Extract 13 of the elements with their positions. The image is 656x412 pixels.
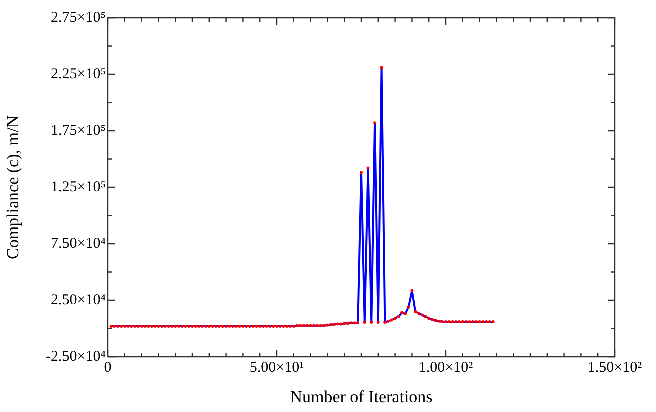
y-tick-label: 2.50×10⁴ (51, 292, 106, 308)
y-tick-label: 2.75×10⁵ (51, 10, 106, 26)
x-tick-label: 1.50×10² (588, 360, 643, 376)
y-tick-label: 7.50×10⁴ (51, 236, 106, 252)
y-axis-title: Compliance (c), m/N (4, 116, 23, 260)
y-tick-label: 1.75×10⁵ (51, 122, 106, 139)
x-axis-title: Number of Iterations (290, 387, 433, 406)
x-tick-label: 0 (104, 360, 112, 376)
y-tick-label: -2.50×10⁴ (46, 348, 106, 365)
y-tick-label: 1.25×10⁵ (51, 179, 106, 196)
x-tick-label: 5.00×10¹ (250, 360, 304, 376)
y-tick-label: 2.25×10⁵ (51, 66, 106, 82)
x-tick-label: 1.00×10² (418, 360, 474, 376)
